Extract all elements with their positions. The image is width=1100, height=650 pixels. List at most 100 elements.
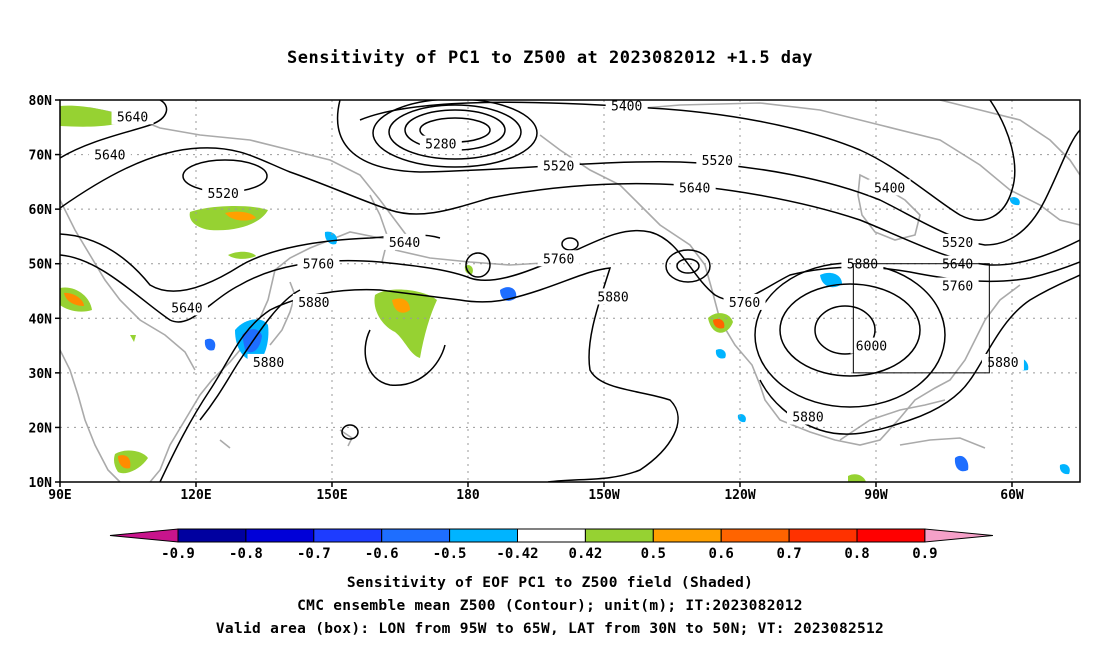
colorbar-left-triangle: [109, 528, 179, 543]
contour-label-bg: [981, 353, 1024, 370]
contour-label-bg: [247, 353, 290, 370]
contour-label: 5640: [673, 179, 716, 196]
contour-label-bg: [936, 233, 979, 250]
contour-label: 5520: [936, 233, 979, 251]
longitude-axis: 90E 120E 150E 180 150W 120W 90W 60W: [48, 482, 1024, 503]
contour-label-text: 5520: [702, 154, 733, 169]
sensitivity-shading: [60, 105, 1070, 482]
lon-tick-label: 90E: [48, 488, 71, 503]
contour-label: 5880: [981, 353, 1024, 371]
lon-tick-label: 150W: [588, 488, 619, 503]
lat-tick-label: 30N: [29, 367, 53, 382]
lat-tick-label: 40N: [29, 312, 53, 327]
contour-label-bg: [673, 179, 716, 196]
colorbar-tick-label: -0.5: [433, 546, 467, 562]
shade-negative: [1059, 464, 1070, 475]
colorbar-segment: [584, 528, 654, 543]
colorbar-segment: [177, 528, 247, 543]
lat-tick-label: 10N: [29, 476, 53, 491]
contour-label-text: 5760: [303, 258, 334, 273]
shade-positive: [64, 292, 84, 306]
contour-label-text: 5760: [543, 252, 574, 267]
colorbar-tick-label: -0.8: [229, 546, 263, 562]
contour-label-text: 5760: [729, 296, 760, 311]
shade-positive: [228, 251, 256, 259]
contour-label-text: 5880: [253, 356, 284, 371]
latitude-axis: 80N 70N 60N 50N 40N 30N 20N 10N: [29, 94, 60, 491]
figure-title: Sensitivity of PC1 to Z500 at 2023082012…: [286, 48, 813, 68]
lat-tick-label: 80N: [29, 94, 53, 109]
contour-label: 5640: [88, 146, 131, 164]
colorbar-tick-label: 0.42: [569, 546, 603, 562]
contour-label: 5880: [592, 288, 635, 305]
colorbar-tick-label: 0.8: [844, 546, 869, 562]
contour-label: 6000: [850, 337, 893, 355]
contour-label-text: 5880: [298, 296, 329, 311]
colorbar-segment: [517, 528, 586, 543]
colorbar-tick-label: -0.7: [297, 546, 331, 562]
contour-label: 5400: [868, 179, 911, 196]
contour-label-text: 5640: [679, 181, 710, 196]
contour-label-bg: [165, 299, 208, 316]
colorbar-segment: [720, 528, 790, 543]
contour-label: 5640: [111, 108, 154, 125]
contour-label-text: 5520: [543, 159, 574, 174]
contour-label-text: 5400: [611, 99, 642, 114]
contour-label: 5760: [537, 250, 580, 267]
colorbar-segment: [245, 528, 315, 543]
contour-label: 5400: [605, 99, 648, 114]
colorbar-tick-label: 0.7: [776, 546, 801, 562]
colorbar-segment: [856, 528, 926, 543]
contour-label: 5760: [297, 255, 340, 273]
contour-label-bg: [537, 157, 580, 174]
shade-positive: [189, 206, 268, 231]
contour-label: 5520: [202, 184, 245, 202]
colorbar-tick-label: 0.5: [641, 546, 666, 562]
contour-label: 5640: [165, 299, 208, 316]
contour-label-text: 5880: [847, 258, 878, 273]
contour-label-text: 5640: [171, 301, 202, 316]
contour-label-bg: [592, 288, 635, 305]
contour-label: 5880: [247, 353, 290, 371]
contour-label-bg: [88, 146, 131, 163]
contour-label-text: 5640: [117, 110, 148, 125]
colorbar-segment: [381, 528, 451, 543]
lon-tick-label: 90W: [864, 488, 888, 503]
contour-label-text: 5880: [792, 411, 823, 426]
lat-tick-label: 50N: [29, 258, 53, 273]
contour-label-bg: [202, 184, 245, 201]
lat-tick-label: 60N: [29, 203, 53, 218]
contour-label: 5760: [723, 293, 766, 311]
contour-label-text: 5760: [942, 280, 973, 295]
contour-label-bg: [868, 179, 911, 196]
contour-label: 5520: [537, 157, 580, 174]
lon-tick-label: 60W: [1000, 488, 1024, 503]
shade-positive: [225, 211, 256, 221]
contour-label: 5880: [787, 408, 829, 426]
lon-tick-label: 180: [456, 488, 480, 503]
contour-label: 5520: [696, 152, 739, 169]
shade-negative: [820, 272, 842, 288]
colorbar: -0.9 -0.8 -0.7 -0.6 -0.5 -0.42 0.42 0.5 0.6 0.7 0.…: [109, 528, 993, 562]
contour-label-bg: [297, 255, 340, 272]
contour-label-bg: [936, 277, 979, 294]
contour-label-text: 5640: [94, 149, 125, 164]
caption-line-3: Valid area (box): LON from 95W to 65W, L…: [215, 621, 885, 637]
valid-area-box: [852, 263, 990, 374]
contour-label-text: 6000: [856, 340, 887, 355]
shade-positive: [392, 298, 410, 313]
colorbar-right-triangle: [924, 528, 993, 543]
contour-label-text: 5640: [389, 236, 420, 251]
map-frame: [59, 99, 1081, 483]
lon-tick-label: 120E: [180, 488, 211, 503]
contour-label-text: 5400: [874, 181, 905, 196]
shade-positive: [118, 455, 131, 469]
colorbar-segment: [449, 528, 519, 543]
shade-positive: [713, 318, 725, 329]
contour-label: 5760: [936, 277, 979, 295]
contour-label-bg: [383, 233, 426, 250]
shade-negative: [715, 349, 726, 359]
contour-label-bg: [605, 100, 648, 114]
contour-label-bg: [696, 152, 739, 169]
